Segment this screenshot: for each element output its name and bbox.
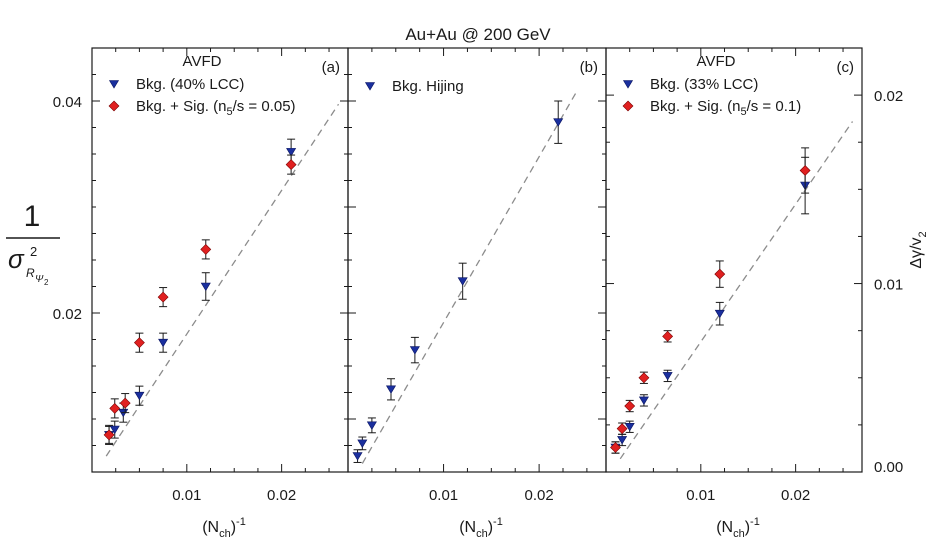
y-left-numerator: 1 xyxy=(24,200,41,233)
data-point-bkg xyxy=(286,148,297,157)
legend-marker-sig xyxy=(622,100,634,112)
data-point-bkg xyxy=(200,282,211,292)
y-tick-label: 0.04 xyxy=(53,94,82,111)
x-tick-label: 0.02 xyxy=(781,487,810,504)
panel-c: 0.01 0.02 0.00 0.01 0.02 (c) AVFD Bkg. (33% LCC… xyxy=(605,47,903,540)
panel-frame xyxy=(347,47,607,473)
legend-label: Bkg. + Sig. (n5/s = 0.1) xyxy=(650,98,801,118)
x-tick-label: 0.02 xyxy=(267,487,296,504)
data-point-sig xyxy=(610,442,621,453)
data-point-bkg xyxy=(457,277,468,286)
panel-a: 0.01 0.02 0.02 0.04 (a) AVFD Bkg. (40% LCC) Bkg… xyxy=(53,47,349,540)
x-axis-label: (Nch)-1 xyxy=(716,516,760,540)
data-point-sig xyxy=(799,165,811,176)
legend-marker-bkg xyxy=(364,82,376,91)
data-point-bkg xyxy=(158,338,169,348)
y-tick-label: 0.00 xyxy=(874,459,903,476)
data-point-bkg xyxy=(638,396,649,405)
panel-b: 0.01 0.02 (b) Bkg. Hijing (Nch)-1 xyxy=(347,47,607,540)
data-point-bkg xyxy=(366,421,377,430)
y-left-sigma: σ xyxy=(8,244,25,274)
y-tick-label: 0.01 xyxy=(874,277,903,294)
legend-label: Bkg. (40% LCC) xyxy=(136,76,244,93)
y-left-sub-r: R xyxy=(26,266,35,280)
data-point-sig xyxy=(200,243,212,255)
x-tick-label: 0.01 xyxy=(172,487,201,504)
figure-title: Au+Au @ 200 GeV xyxy=(405,25,551,44)
data-point-sig xyxy=(103,429,115,441)
data-point-bkg xyxy=(617,436,628,445)
fit-line xyxy=(105,103,340,457)
data-point-bkg xyxy=(409,346,420,355)
data-point-sig xyxy=(624,400,636,412)
data-point-sig xyxy=(119,397,131,409)
x-tick-label: 0.02 xyxy=(525,487,554,504)
data-point-bkg xyxy=(109,425,120,435)
data-point-sig xyxy=(157,291,169,303)
y-right-label: Δγ/v2 xyxy=(908,231,929,268)
legend-label: Bkg. Hijing xyxy=(392,78,464,95)
data-point-bkg xyxy=(134,391,145,401)
legend-label: Bkg. + Sig. (n5/s = 0.05) xyxy=(136,98,296,118)
panel-header: AVFD xyxy=(697,53,736,70)
y-right-label-main: Δγ/v2 xyxy=(908,231,929,268)
y-tick-label: 0.02 xyxy=(53,306,82,323)
panel-frame xyxy=(605,47,863,473)
data-point-sig xyxy=(638,372,650,384)
data-point-sig xyxy=(662,330,674,342)
data-point-sig xyxy=(714,268,726,280)
panel-tag: (c) xyxy=(837,59,855,76)
data-point-bkg xyxy=(357,439,368,448)
x-tick-label: 0.01 xyxy=(429,487,458,504)
data-point-bkg xyxy=(662,372,673,381)
data-point-bkg xyxy=(553,118,564,127)
data-point-sig xyxy=(616,423,628,435)
x-axis-label: (Nch)-1 xyxy=(459,516,503,540)
y-left-label: 1 σ R Ψ 2 2 xyxy=(6,200,60,287)
y-left-sub-psi: Ψ xyxy=(35,274,44,285)
y-left-sub-2: 2 xyxy=(44,278,49,287)
panel-header: AVFD xyxy=(183,53,222,70)
legend-marker-sig xyxy=(108,100,120,112)
data-point-sig xyxy=(109,402,121,414)
data-point-bkg xyxy=(714,309,725,319)
legend-marker-bkg xyxy=(622,80,634,89)
data-point-bkg xyxy=(624,422,635,432)
panel-tag: (a) xyxy=(322,59,340,76)
fit-line xyxy=(619,121,854,460)
x-axis-label: (Nch)-1 xyxy=(202,516,246,540)
panel-tag: (b) xyxy=(580,59,598,76)
y-tick-label: 0.02 xyxy=(874,88,903,105)
legend-label: Bkg. (33% LCC) xyxy=(650,76,758,93)
data-point-bkg xyxy=(385,385,397,394)
data-point-sig xyxy=(133,337,145,349)
data-point-bkg xyxy=(352,452,363,461)
data-point-sig xyxy=(285,159,297,171)
legend-marker-bkg xyxy=(108,80,120,89)
fit-line xyxy=(361,90,578,464)
y-left-sup-2: 2 xyxy=(30,244,37,259)
x-tick-label: 0.01 xyxy=(686,487,715,504)
